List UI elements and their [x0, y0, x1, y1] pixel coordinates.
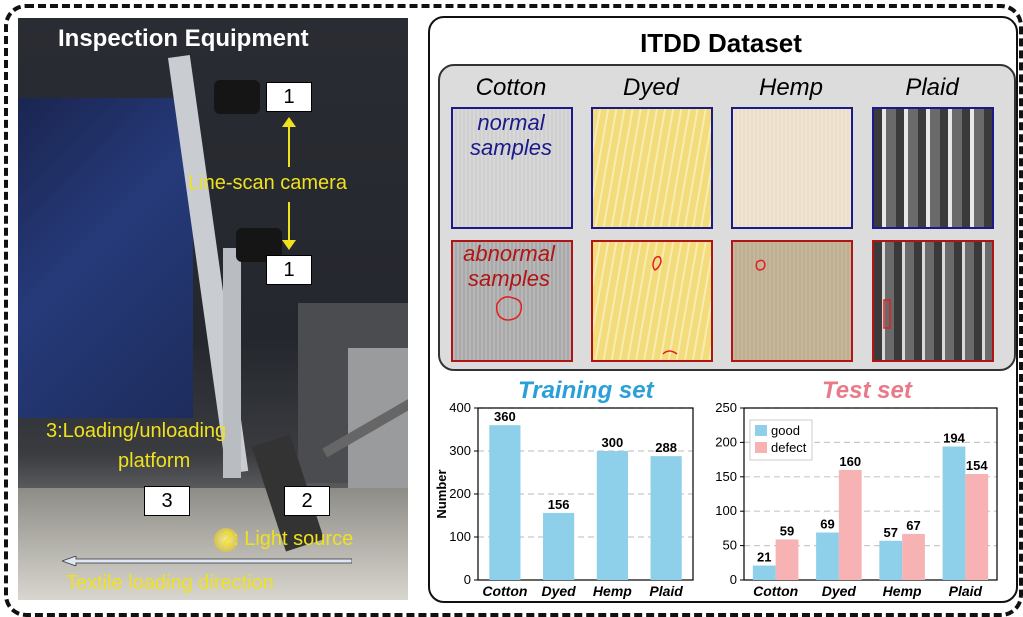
y-tick-label: 400	[449, 400, 471, 415]
defect-outline-hemp	[755, 259, 766, 271]
camera-number-bottom: 1	[266, 255, 312, 285]
bar-value-label: 156	[548, 497, 570, 512]
arrow-up-head-icon	[282, 117, 296, 127]
light-number: 2	[284, 486, 330, 516]
platform-number: 3	[144, 486, 190, 516]
test-chart-title: Test set	[822, 377, 912, 404]
tile-dyed-abnormal	[591, 240, 713, 362]
bar	[879, 540, 903, 580]
normal-samples-label: normal samples	[470, 110, 552, 160]
abnormal-samples-label: abnormal samples	[463, 241, 555, 291]
bar	[650, 456, 682, 580]
bar-value-label: 67	[906, 518, 920, 533]
bar-value-label: 300	[602, 435, 624, 450]
camera-number-top: 1	[266, 82, 312, 112]
bar-value-label: 154	[966, 458, 988, 473]
y-tick-label: 200	[715, 434, 737, 449]
y-tick-label: 200	[449, 486, 471, 501]
camera-icon-top	[214, 80, 260, 114]
arrow-down-icon	[288, 202, 290, 242]
dataset-title: ITDD Dataset	[640, 28, 802, 58]
arrow-down-head-icon	[282, 240, 296, 250]
tile-hemp-normal	[731, 107, 853, 229]
bar	[816, 532, 839, 580]
bar	[965, 474, 989, 580]
light-label: 2: Light source	[222, 528, 354, 550]
tile-plaid-abnormal	[872, 240, 994, 362]
x-tick-label: Cotton	[753, 583, 798, 599]
x-tick-label: Hemp	[593, 583, 632, 599]
outer-dashed-border	[4, 4, 1023, 617]
legend-swatch	[755, 442, 767, 453]
y-tick-label: 100	[715, 503, 737, 518]
tile-plaid-normal	[872, 107, 994, 229]
x-tick-label: Plaid	[649, 583, 683, 599]
category-plaid: Plaid	[905, 74, 959, 101]
y-tick-label: 250	[715, 400, 737, 415]
bar	[752, 565, 776, 580]
bar	[942, 446, 966, 580]
bar-value-label: 59	[780, 523, 794, 538]
y-tick-label: 300	[449, 443, 471, 458]
test-chart: 0 50 100 150 200 250 21 59 Cotton 69 160 Dyed 57 67 He…	[715, 400, 998, 599]
y-tick-label: 150	[715, 469, 737, 484]
bar	[596, 451, 628, 580]
light-source-icon	[214, 528, 238, 552]
bar-value-label: 288	[655, 440, 677, 455]
y-tick-label: 50	[723, 538, 737, 553]
bar-value-label: 194	[943, 431, 965, 446]
defect-outline-dyed	[652, 255, 678, 355]
legend-label: defect	[771, 440, 807, 455]
category-hemp: Hemp	[758, 74, 824, 101]
bar	[775, 539, 799, 580]
x-tick-label: Dyed	[542, 583, 577, 599]
loading-direction-arrow-icon	[62, 556, 352, 566]
photo-screen	[18, 98, 193, 418]
direction-label: Textile loading direction	[66, 572, 274, 594]
tile-hemp-abnormal	[731, 240, 853, 362]
equipment-photo	[18, 18, 408, 600]
y-tick-label: 0	[464, 572, 471, 587]
training-chart: 0 100 200 300 400 360 Cotton 156 Dyed 300 Hemp 288 P…	[434, 400, 694, 599]
bar	[838, 469, 862, 580]
legend-swatch	[755, 425, 767, 436]
bar-value-label: 57	[884, 525, 898, 540]
defect-outline-cotton	[495, 296, 523, 321]
x-tick-label: Plaid	[949, 583, 983, 599]
photo-rail-lower	[223, 248, 241, 478]
x-tick-label: Dyed	[822, 583, 857, 599]
bar-value-label: 69	[820, 517, 834, 532]
training-chart-title: Training set	[518, 377, 654, 404]
defect-outline-plaid	[883, 299, 891, 329]
platform-label-line2: platform	[118, 450, 191, 472]
y-axis-label: Number	[434, 469, 449, 518]
bar-value-label: 160	[839, 454, 861, 469]
plot-frame	[743, 407, 998, 581]
y-tick-label: 100	[449, 529, 471, 544]
category-dyed: Dyed	[622, 74, 680, 101]
camera-label: Line-scan camera	[188, 172, 347, 194]
equipment-title: Inspection Equipment	[58, 25, 309, 52]
bar	[543, 512, 575, 580]
category-cotton: Cotton	[475, 74, 547, 101]
y-tick-label: 0	[730, 572, 737, 587]
platform-label-line1: 3:Loading/unloading	[46, 420, 227, 442]
arrow-up-icon	[288, 125, 290, 167]
bar-value-label: 360	[494, 409, 516, 424]
bar-value-label: 21	[757, 550, 771, 565]
bar	[489, 425, 521, 580]
x-tick-label: Cotton	[482, 583, 527, 599]
legend-label: good	[771, 423, 800, 438]
x-tick-label: Hemp	[883, 583, 922, 599]
bar	[902, 533, 925, 580]
tile-dyed-normal	[591, 107, 713, 229]
tile-cotton-abnormal	[451, 240, 573, 362]
plot-frame	[477, 407, 694, 581]
photo-table	[18, 488, 408, 600]
tile-cotton-normal	[451, 107, 573, 229]
